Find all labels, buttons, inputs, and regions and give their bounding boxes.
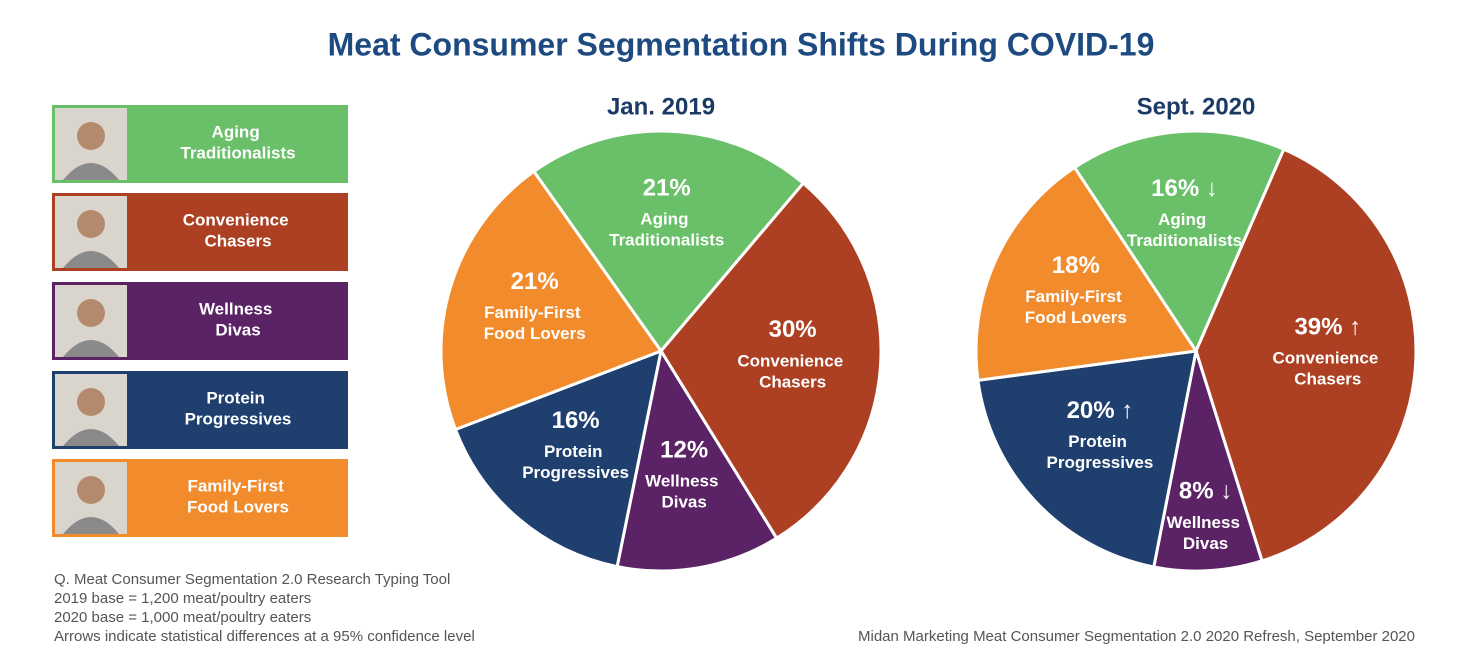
slice-label: Family-First Food Lovers [484, 304, 586, 344]
legend-photo-body [63, 429, 119, 446]
data-label: 18% [1052, 252, 1100, 279]
legend-photo-head [77, 299, 105, 327]
legend-photo-head [77, 210, 105, 238]
slice-label: Aging Traditionalists [609, 210, 724, 250]
data-label: 39% ↑ [1294, 313, 1361, 340]
pie-slice [453, 348, 664, 569]
footnote: Q. Meat Consumer Segmentation 2.0 Resear… [54, 571, 450, 588]
data-label: 8% ↓ [1179, 478, 1232, 505]
legend-label: Wellness Divas [199, 300, 277, 340]
chart-title: Meat Consumer Segmentation Shifts During… [328, 26, 1155, 62]
pie-slice [531, 129, 806, 354]
slice-label: Convenience Chasers [737, 352, 848, 392]
slice-label: Protein Progressives [1047, 433, 1154, 473]
slice-label: Family-First Food Lovers [1025, 287, 1127, 327]
pie-slice [439, 169, 664, 432]
slice-label: Wellness Divas [1167, 513, 1245, 553]
data-label: 21% [511, 268, 559, 295]
legend-photo-head [77, 476, 105, 504]
pie-title: Sept. 2020 [1137, 93, 1256, 120]
data-label: 16% [552, 407, 600, 434]
pie-slice [974, 165, 1199, 383]
pie-slice [1194, 147, 1418, 563]
pie-slice [615, 346, 779, 573]
legend-label: Aging Traditionalists [180, 123, 295, 163]
data-label: 20% ↑ [1067, 397, 1134, 424]
legend-label: Family-First Food Lovers [187, 477, 289, 517]
pie-slice [1072, 129, 1286, 355]
footnote: 2019 base = 1,200 meat/poultry eaters [54, 590, 311, 607]
pie-slice [1152, 350, 1264, 573]
legend-photo-body [63, 163, 119, 180]
source-note: Midan Marketing Meat Consumer Segmentati… [858, 628, 1415, 645]
legend-photo-head [77, 388, 105, 416]
slice-label: Convenience Chasers [1273, 349, 1384, 389]
legend-photo-body [63, 251, 119, 268]
pie-slice [976, 349, 1198, 569]
pie-slice [659, 181, 883, 541]
legend-label: Convenience Chasers [183, 211, 294, 251]
footnote: 2020 base = 1,000 meat/poultry eaters [54, 609, 311, 626]
data-label: 30% [769, 316, 817, 343]
legend-photo-body [63, 517, 119, 534]
legend-photo-body [63, 340, 119, 357]
footnote: Arrows indicate statistical differences … [54, 628, 475, 645]
legend-label: Protein Progressives [185, 389, 292, 429]
legend-photo-head [77, 122, 105, 150]
pie-title: Jan. 2019 [607, 93, 715, 120]
data-label: 16% ↓ [1151, 175, 1218, 202]
slice-label: Protein Progressives [522, 443, 629, 483]
slice-label: Wellness Divas [645, 472, 723, 512]
data-label: 12% [660, 436, 708, 463]
data-label: 21% [643, 174, 691, 201]
slice-label: Aging Traditionalists [1127, 210, 1242, 250]
